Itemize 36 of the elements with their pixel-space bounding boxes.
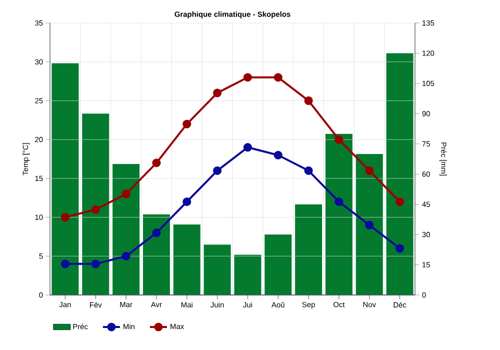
- point: [152, 158, 161, 168]
- point: [91, 260, 100, 268]
- point: [365, 220, 374, 230]
- point: [274, 150, 282, 160]
- point: [365, 166, 374, 175]
- bar: [234, 254, 262, 295]
- bar: [52, 63, 79, 295]
- point: [304, 166, 313, 175]
- bar: [325, 134, 352, 295]
- bar: [204, 244, 231, 295]
- point: [152, 228, 161, 238]
- bar: [82, 114, 110, 295]
- point: [60, 260, 70, 268]
- point: [182, 120, 192, 128]
- bar: [356, 154, 383, 295]
- bar: [112, 164, 140, 295]
- point: [396, 197, 404, 206]
- point: [304, 96, 313, 105]
- bar: [173, 224, 200, 295]
- point: [396, 244, 404, 253]
- point: [213, 88, 222, 98]
- point: [91, 205, 100, 214]
- point: [122, 252, 130, 260]
- point: [60, 212, 70, 222]
- point: [182, 197, 192, 206]
- point: [334, 197, 344, 206]
- bar: [295, 204, 322, 295]
- point: [122, 190, 130, 198]
- bar: [264, 234, 292, 295]
- bar: [142, 214, 170, 295]
- point: [243, 143, 252, 152]
- point: [243, 73, 252, 82]
- point: [213, 166, 222, 175]
- bar: [386, 53, 414, 295]
- point: [334, 135, 344, 144]
- point: [274, 73, 282, 82]
